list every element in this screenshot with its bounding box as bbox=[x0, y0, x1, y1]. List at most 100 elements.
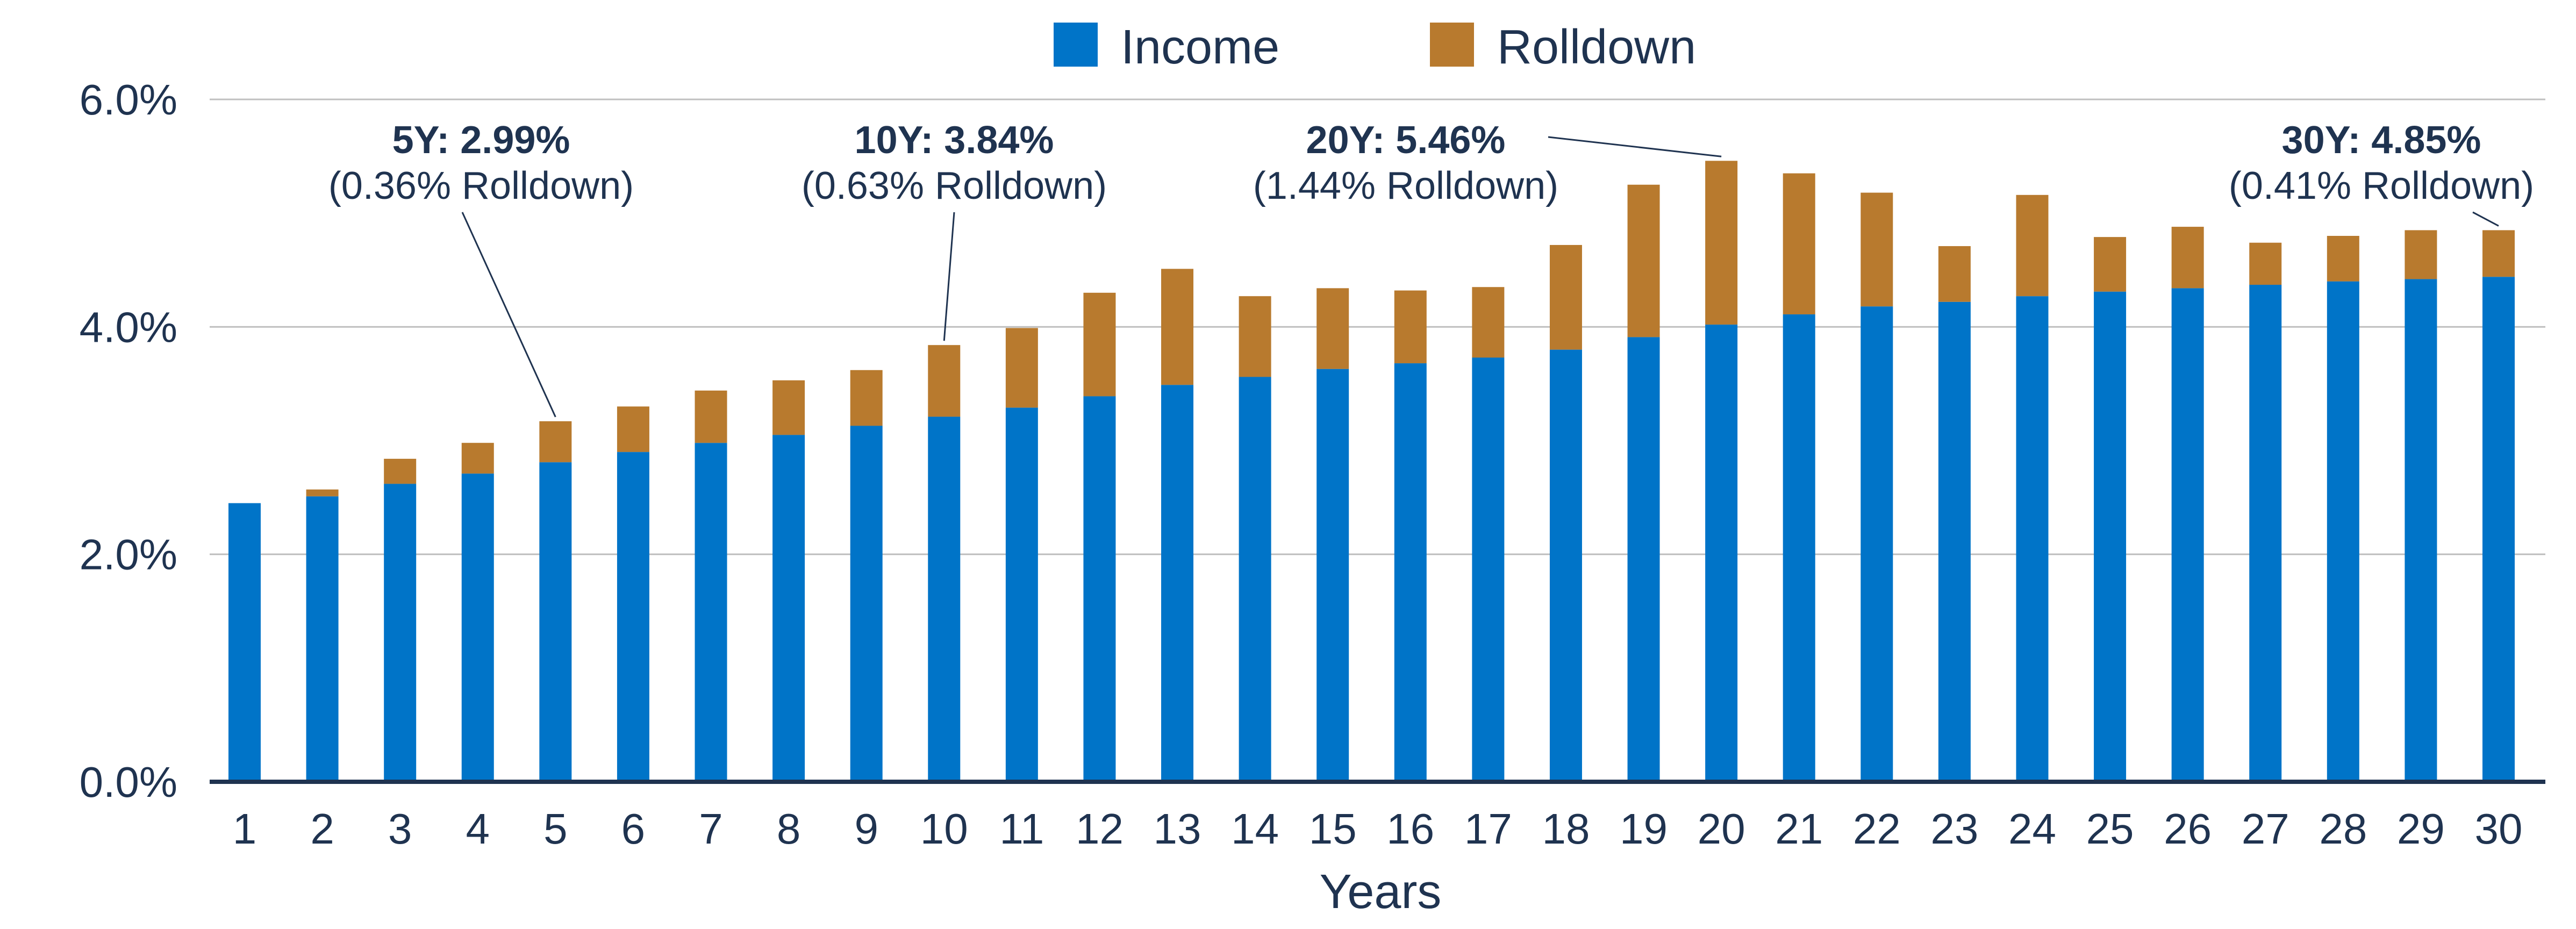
x-tick-label: 18 bbox=[1542, 805, 1590, 853]
bar-rolldown-14 bbox=[1239, 296, 1271, 377]
x-tick-label: 30 bbox=[2475, 805, 2523, 853]
bar-rolldown-17 bbox=[1472, 287, 1505, 358]
bar-rolldown-5 bbox=[539, 421, 572, 463]
bar-rolldown-8 bbox=[772, 380, 805, 435]
bar-income-28 bbox=[2327, 281, 2359, 782]
bar-rolldown-3 bbox=[384, 458, 417, 484]
bar-income-20 bbox=[1705, 325, 1738, 782]
bar-rolldown-9 bbox=[850, 370, 883, 426]
y-tick-label: 0.0% bbox=[80, 758, 177, 806]
y-tick-label: 4.0% bbox=[80, 303, 177, 351]
bar-rolldown-29 bbox=[2405, 230, 2437, 279]
bar-income-3 bbox=[384, 484, 417, 782]
annotation-subtitle: (0.63% Rolldown) bbox=[802, 164, 1107, 207]
x-tick-label: 14 bbox=[1231, 805, 1279, 853]
bar-income-22 bbox=[1861, 306, 1893, 782]
bar-rolldown-6 bbox=[617, 406, 649, 452]
bar-income-23 bbox=[1938, 301, 1971, 782]
legend-swatch-income bbox=[1054, 23, 1098, 67]
bar-rolldown-12 bbox=[1083, 292, 1116, 397]
bar-rolldown-16 bbox=[1394, 290, 1427, 364]
x-tick-label: 13 bbox=[1154, 805, 1201, 853]
x-tick-label: 6 bbox=[621, 805, 646, 853]
bar-income-14 bbox=[1239, 377, 1271, 782]
x-tick-label: 24 bbox=[2008, 805, 2056, 853]
y-tick-label: 6.0% bbox=[80, 76, 177, 124]
bar-income-6 bbox=[617, 452, 649, 782]
y-axis-ticks: 0.0% 2.0% 4.0% 6.0% bbox=[80, 76, 177, 806]
bar-income-18 bbox=[1549, 349, 1582, 782]
bar-income-26 bbox=[2171, 288, 2204, 782]
annotation-leader-line bbox=[1548, 136, 1722, 157]
bar-income-5 bbox=[539, 462, 572, 782]
bar-income-15 bbox=[1316, 369, 1349, 782]
legend: Income Rolldown bbox=[1054, 20, 1696, 74]
gridlines bbox=[210, 98, 2545, 556]
annotation-title: 20Y: 5.46% bbox=[1306, 119, 1506, 162]
bar-rolldown-25 bbox=[2094, 237, 2127, 292]
annotation-subtitle: (0.36% Rolldown) bbox=[328, 164, 634, 207]
x-tick-label: 15 bbox=[1309, 805, 1357, 853]
bar-income-17 bbox=[1472, 357, 1505, 782]
bar-income-19 bbox=[1627, 337, 1660, 782]
x-tick-label: 7 bbox=[699, 805, 723, 853]
bar-rolldown-30 bbox=[2482, 230, 2515, 277]
x-tick-label: 11 bbox=[999, 805, 1044, 853]
x-tick-label: 9 bbox=[854, 805, 878, 853]
x-tick-label: 16 bbox=[1386, 805, 1434, 853]
bar-rolldown-24 bbox=[2016, 195, 2049, 297]
bar-income-1 bbox=[228, 503, 261, 782]
legend-label-income: Income bbox=[1121, 20, 1279, 74]
annotation-subtitle: (0.41% Rolldown) bbox=[2229, 164, 2534, 207]
bar-income-7 bbox=[695, 443, 727, 782]
bar-rolldown-2 bbox=[306, 489, 339, 496]
annotations: 5Y: 2.99%(0.36% Rolldown) 10Y: 3.84%(0.63… bbox=[328, 119, 2534, 417]
bar-income-13 bbox=[1161, 385, 1194, 782]
legend-swatch-rolldown bbox=[1430, 23, 1474, 67]
x-tick-label: 26 bbox=[2164, 805, 2212, 853]
bar-rolldown-27 bbox=[2249, 242, 2282, 285]
x-tick-label: 28 bbox=[2319, 805, 2367, 853]
bar-rolldown-15 bbox=[1316, 288, 1349, 369]
bars bbox=[228, 161, 2515, 782]
bar-rolldown-4 bbox=[461, 443, 494, 474]
x-tick-label: 4 bbox=[466, 805, 490, 853]
bar-rolldown-20 bbox=[1705, 161, 1738, 325]
x-axis-title: Years bbox=[1320, 865, 1442, 919]
bar-income-16 bbox=[1394, 363, 1427, 782]
x-tick-label: 22 bbox=[1853, 805, 1901, 853]
bar-income-24 bbox=[2016, 296, 2049, 782]
x-axis-ticks: 1 2 3 4 5 6 7 8 9 10 11 12 13 14 15 16 17 18 19 20 21 22 23 24 2… bbox=[233, 805, 2523, 853]
bar-rolldown-22 bbox=[1861, 192, 1893, 307]
annotation-subtitle: (1.44% Rolldown) bbox=[1253, 164, 1558, 207]
bar-income-2 bbox=[306, 496, 339, 782]
bar-income-27 bbox=[2249, 285, 2282, 782]
annotation-title: 30Y: 4.85% bbox=[2282, 119, 2481, 162]
bar-income-25 bbox=[2094, 291, 2127, 782]
bar-rolldown-10 bbox=[928, 345, 961, 417]
bar-income-30 bbox=[2482, 277, 2515, 782]
bar-rolldown-18 bbox=[1549, 244, 1582, 350]
bar-income-4 bbox=[461, 473, 494, 782]
x-tick-label: 10 bbox=[920, 805, 968, 853]
x-tick-label: 29 bbox=[2397, 805, 2445, 853]
x-tick-label: 8 bbox=[777, 805, 801, 853]
bar-income-21 bbox=[1783, 314, 1815, 782]
y-tick-label: 2.0% bbox=[80, 531, 177, 579]
bar-income-9 bbox=[850, 426, 883, 782]
annotation-title: 5Y: 2.99% bbox=[392, 119, 570, 162]
x-tick-label: 12 bbox=[1076, 805, 1124, 853]
bar-income-10 bbox=[928, 416, 961, 782]
annotation-leader-line bbox=[943, 212, 955, 341]
x-tick-label: 19 bbox=[1620, 805, 1668, 853]
bar-rolldown-11 bbox=[1005, 328, 1038, 408]
bar-rolldown-23 bbox=[1938, 246, 1971, 302]
x-tick-label: 17 bbox=[1464, 805, 1512, 853]
x-tick-label: 25 bbox=[2086, 805, 2134, 853]
x-tick-label: 20 bbox=[1698, 805, 1745, 853]
x-tick-label: 3 bbox=[388, 805, 412, 853]
bar-rolldown-7 bbox=[695, 390, 727, 443]
bar-rolldown-26 bbox=[2171, 227, 2204, 289]
annotation-title: 10Y: 3.84% bbox=[855, 119, 1054, 162]
